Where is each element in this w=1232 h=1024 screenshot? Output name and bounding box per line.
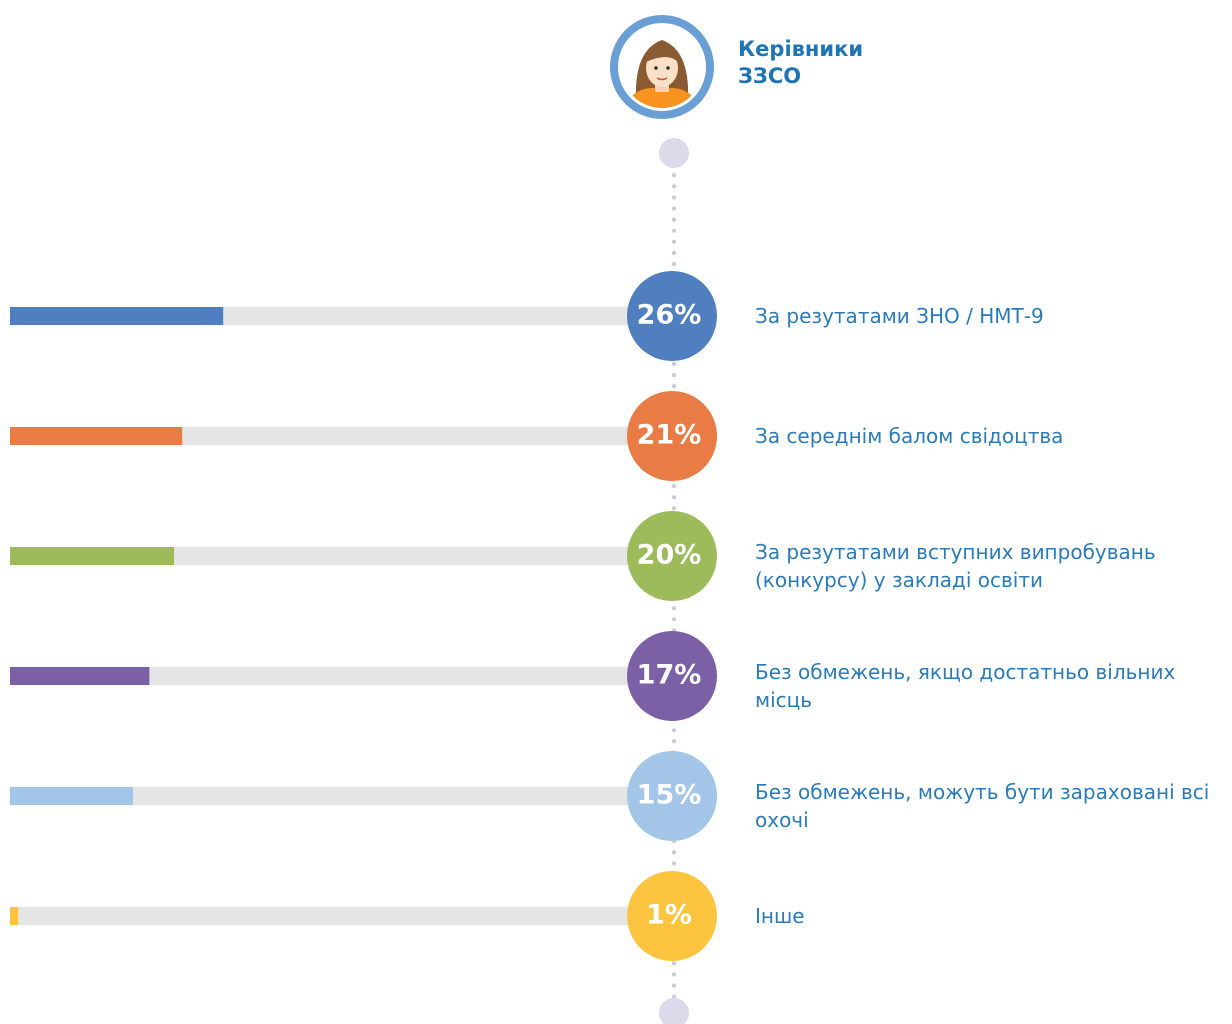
- bar-track: [10, 787, 630, 805]
- bar-track: [10, 907, 630, 925]
- value-badge: [627, 751, 717, 841]
- value-badge: [627, 271, 717, 361]
- category-label: За середнім балом свідоцтва: [755, 424, 1064, 448]
- category-label: За резутатами вступних випробувань (конк…: [755, 540, 1156, 592]
- category-label: За резутатами ЗНО / НМТ-9: [755, 304, 1044, 328]
- value-label: 1%: [646, 900, 692, 931]
- bar: [10, 307, 224, 325]
- bar-track: [10, 667, 630, 685]
- value-label: 26%: [637, 300, 702, 331]
- value-badge: [627, 391, 717, 481]
- value-label: 15%: [637, 780, 702, 811]
- value-badge: [627, 511, 717, 601]
- bar: [10, 427, 183, 445]
- value-badge: [627, 631, 717, 721]
- chart-title: Керівники ЗЗСО: [738, 37, 864, 88]
- value-badge: [627, 871, 717, 961]
- bar: [10, 787, 133, 805]
- category-label: Інше: [755, 904, 805, 928]
- value-label: 21%: [637, 420, 702, 451]
- value-label: 20%: [637, 540, 702, 571]
- bar: [10, 547, 174, 565]
- value-label: 17%: [637, 660, 702, 691]
- avatar: [610, 15, 714, 119]
- category-label: Без обмежень, якщо достатньо вільних міс…: [755, 660, 1176, 712]
- category-label: Без обмежень, можуть бути зараховані всі…: [755, 780, 1210, 832]
- dot: [659, 998, 689, 1024]
- bar: [10, 667, 150, 685]
- dot: [659, 138, 689, 168]
- bar: [10, 907, 19, 925]
